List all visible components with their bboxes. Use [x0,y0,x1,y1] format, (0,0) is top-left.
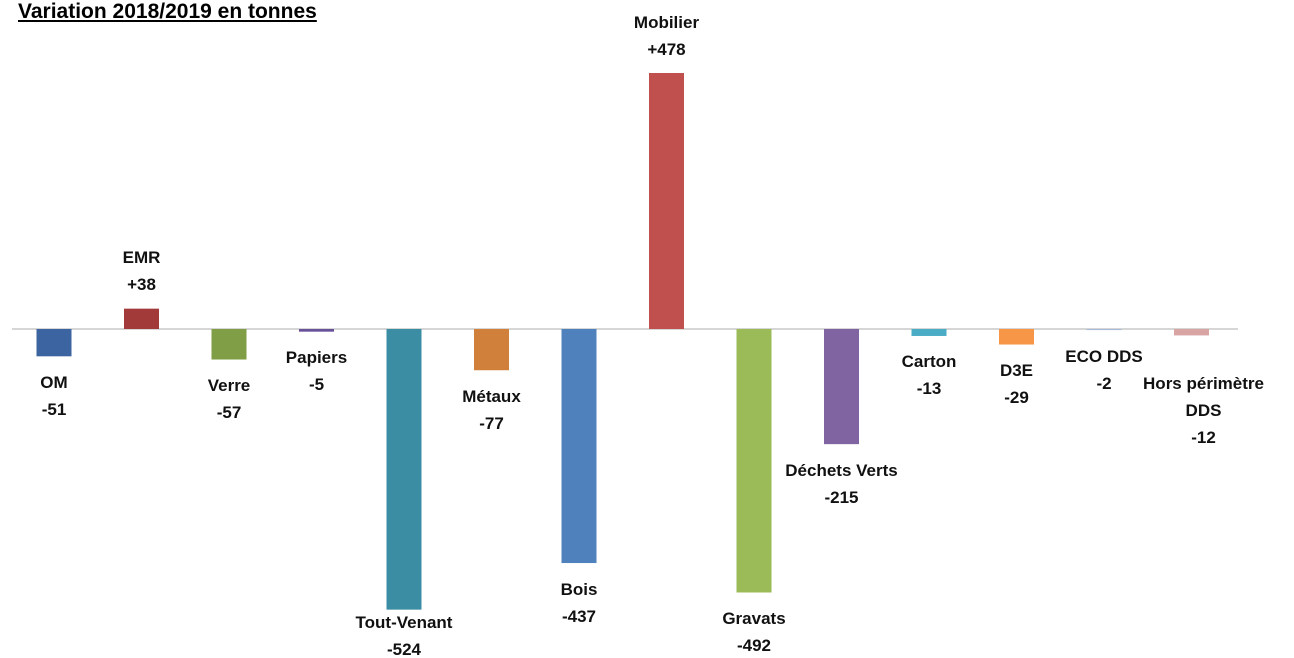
value-label: -215 [824,487,859,507]
data-label-group: Papiers -5 [247,344,387,398]
category-label: Gravats [722,608,786,628]
value-label: -12 [1191,427,1216,447]
data-label-group: Mobilier +478 [597,9,737,63]
data-label-group: Verre -57 [159,372,299,426]
data-label-group: Bois -437 [509,576,649,630]
bar [1086,329,1122,331]
category-label: OM [40,372,68,392]
value-label: -492 [736,635,772,655]
category-label: Mobilier [633,12,700,32]
category-label: Bois [560,579,598,599]
bar [211,329,247,360]
data-label-group: D3E -29 [947,357,1087,411]
bar [999,329,1034,345]
data-label-group: Carton -13 [859,348,999,402]
data-label-group: EMR +38 [72,244,212,298]
value-label: -2 [1096,373,1112,393]
category-label: D3E [999,361,1034,381]
category-label: Hors périmètre DDS [1143,373,1264,420]
value-label: +38 [127,275,156,295]
category-label: Verre [207,376,251,396]
bar [124,308,159,329]
bar [474,329,509,371]
bar [386,329,422,610]
category-label: Métaux [462,386,521,406]
value-label: +478 [647,39,686,59]
value-label: -77 [479,413,504,433]
bar [561,329,597,564]
data-label-group: Gravats -492 [684,605,824,658]
value-label: -524 [386,640,422,658]
category-label: EMR [122,248,161,268]
value-label: -51 [41,399,67,419]
data-label-group: Métaux -77 [422,383,562,437]
data-label-group: ECO DDS -2 [1034,343,1174,397]
bar [299,329,334,332]
bar [824,329,859,445]
value-label: -437 [561,606,597,626]
bar [1174,329,1209,336]
category-label: Carton [901,352,957,372]
data-label-group: OM -51 [0,369,124,423]
data-label-group: Tout-Venant -524 [334,609,474,658]
value-label: -5 [308,375,325,395]
category-label: ECO DDS [1065,346,1143,366]
bar [36,329,72,357]
data-label-group: Hors périmètre DDS -12 [1134,370,1274,451]
value-label: -57 [216,403,242,423]
value-label: -29 [1004,388,1029,408]
category-label: Tout-Venant [355,613,453,633]
bar [911,329,947,336]
chart-title: Variation 2018/2019 en tonnes [18,0,317,23]
bar [736,329,772,593]
category-label: Papiers [285,348,348,368]
category-label: Déchets Verts [785,460,898,480]
value-label: -13 [916,379,942,399]
data-label-group: Déchets Verts -215 [772,457,912,511]
bar [649,73,684,329]
